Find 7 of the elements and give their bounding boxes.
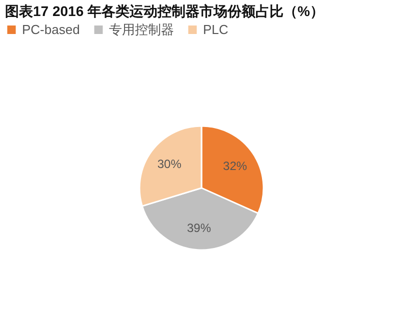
data-label: 30% — [157, 157, 182, 172]
legend-label: PLC — [203, 22, 228, 37]
legend-label: PC-based — [22, 22, 80, 37]
legend-label: 专用控制器 — [109, 22, 174, 37]
data-label: 32% — [223, 159, 248, 174]
data-label: 39% — [187, 220, 212, 235]
chart-title: 图表17 2016 年各类运动控制器市场份额占比（%） — [5, 3, 324, 19]
